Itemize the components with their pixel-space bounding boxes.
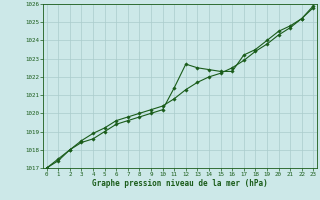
X-axis label: Graphe pression niveau de la mer (hPa): Graphe pression niveau de la mer (hPa) (92, 179, 268, 188)
